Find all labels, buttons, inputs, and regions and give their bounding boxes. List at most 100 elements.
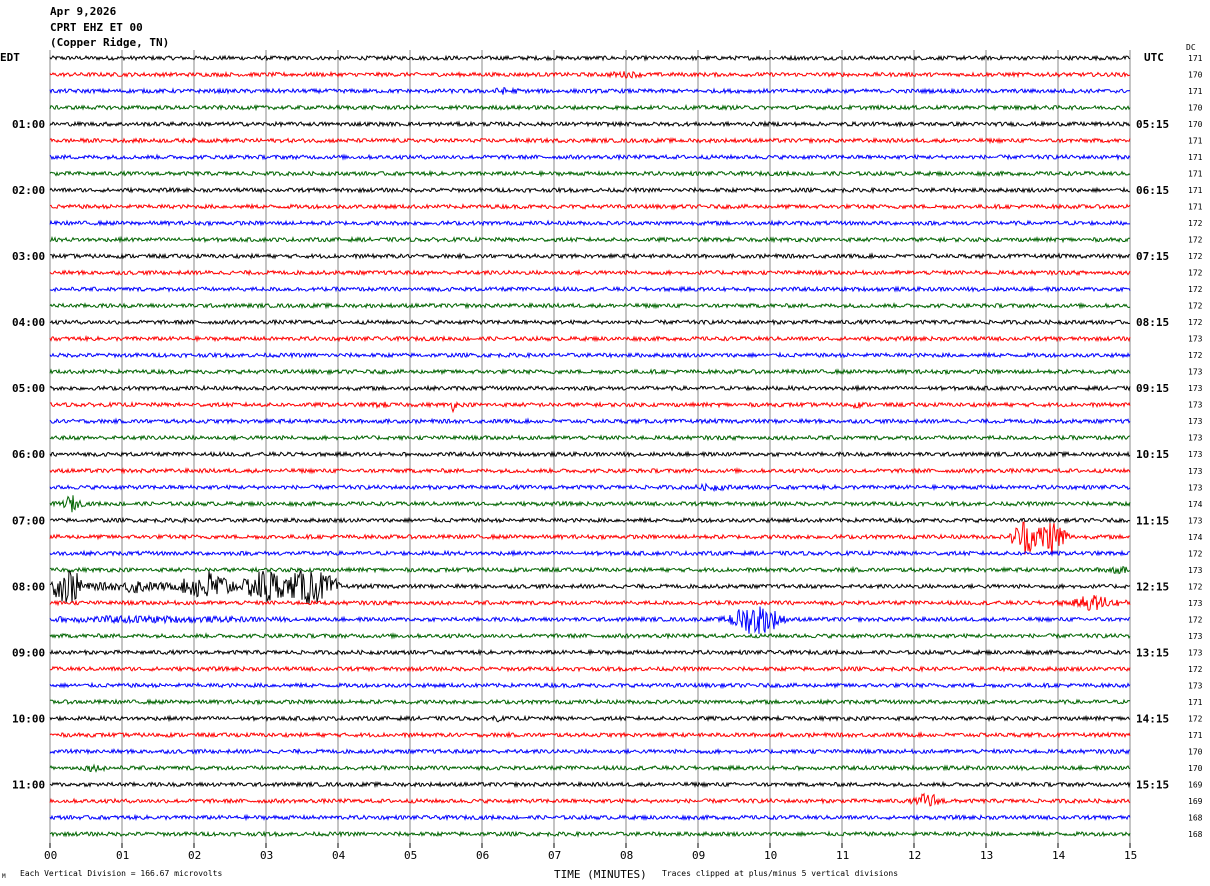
trace-row-20 (49, 384, 1131, 393)
x-tick-label: 15 (1124, 849, 1137, 862)
dc-offset-value: 172 (1188, 219, 1203, 228)
trace-row-6 (49, 153, 1131, 161)
dc-offset-value: 173 (1188, 632, 1203, 641)
trace-row-42 (49, 747, 1131, 756)
plot-date: Apr 9,2026 (50, 5, 117, 18)
utc-hour-label: 10:15 (1136, 448, 1169, 461)
x-tick-label: 11 (836, 849, 849, 862)
utc-hour-label: 13:15 (1136, 646, 1169, 659)
dc-offset-value: 171 (1188, 54, 1203, 63)
trace-row-5 (49, 136, 1131, 145)
dc-offset-value: 173 (1188, 368, 1203, 377)
trace-row-3 (49, 103, 1131, 112)
trace-row-14 (49, 285, 1131, 293)
trace-row-8 (49, 186, 1130, 194)
trace-row-30 (49, 549, 1130, 558)
dc-offset-value: 172 (1188, 318, 1203, 327)
trace-row-47 (49, 830, 1131, 838)
trace-row-17 (49, 334, 1131, 343)
dc-offset-value: 172 (1188, 351, 1203, 360)
trace-row-18 (49, 351, 1131, 360)
edt-hour-label: 02:00 (12, 184, 45, 197)
dc-offset-value: 171 (1188, 731, 1203, 740)
trace-row-29 (49, 521, 1131, 555)
x-tick-label: 03 (260, 849, 273, 862)
trace-row-10 (49, 219, 1131, 227)
scale-note: Each Vertical Division = 166.67 microvol… (20, 869, 222, 878)
edt-hour-label: 11:00 (12, 778, 45, 791)
dc-offset-value: 173 (1188, 434, 1203, 443)
trace-row-2 (49, 86, 1131, 95)
trace-row-31 (49, 565, 1131, 575)
trace-row-7 (49, 169, 1131, 178)
dc-offset-value: 172 (1188, 269, 1203, 278)
trace-row-32 (49, 569, 1131, 604)
x-tick-label: 01 (116, 849, 129, 862)
dc-offset-value: 171 (1188, 698, 1203, 707)
trace-row-33 (49, 594, 1131, 612)
utc-hour-label: 08:15 (1136, 316, 1169, 329)
trace-row-21 (49, 401, 1131, 414)
trace-row-39 (49, 698, 1131, 706)
dc-offset-value: 172 (1188, 285, 1203, 294)
dc-offset-value: 171 (1188, 203, 1203, 212)
dc-offset-value: 172 (1188, 582, 1203, 591)
dc-offset-value: 169 (1188, 780, 1203, 789)
dc-offset-value: 173 (1188, 681, 1203, 690)
edt-hour-label: 05:00 (12, 382, 45, 395)
dc-offset-value: 173 (1188, 384, 1203, 393)
trace-row-28 (49, 516, 1131, 525)
edt-hour-label: 01:00 (12, 118, 45, 131)
trace-row-19 (49, 368, 1131, 376)
dc-offset-value: 171 (1188, 170, 1203, 179)
x-tick-label: 10 (764, 849, 777, 862)
dc-offset-value: 173 (1188, 335, 1203, 344)
left-timezone-label: EDT (0, 51, 20, 64)
utc-hour-label: 12:15 (1136, 580, 1169, 593)
trace-row-40 (49, 714, 1131, 723)
clip-note: Traces clipped at plus/minus 5 vertical … (662, 869, 898, 878)
trace-row-34 (49, 606, 1131, 634)
dc-offset-value: 170 (1188, 764, 1203, 773)
trace-row-46 (49, 813, 1131, 822)
station-location: (Copper Ridge, TN) (50, 36, 169, 49)
utc-hour-label: 14:15 (1136, 712, 1169, 725)
dc-offset-value: 173 (1188, 566, 1203, 575)
trace-row-23 (49, 434, 1131, 442)
trace-row-38 (49, 681, 1131, 690)
dc-offset-value: 173 (1188, 516, 1203, 525)
corner-mark: M (2, 873, 6, 880)
edt-hour-label: 09:00 (12, 646, 45, 659)
dc-label: DC (1186, 43, 1196, 52)
trace-row-9 (49, 202, 1131, 211)
dc-offset-value: 173 (1188, 599, 1203, 608)
utc-hour-label: 06:15 (1136, 184, 1169, 197)
trace-row-12 (49, 252, 1131, 260)
dc-offset-value: 173 (1188, 450, 1203, 459)
x-tick-label: 08 (620, 849, 633, 862)
edt-hour-label: 07:00 (12, 514, 45, 527)
dc-offset-value: 173 (1188, 483, 1203, 492)
edt-hour-label: 10:00 (12, 712, 45, 725)
trace-row-44 (49, 780, 1131, 789)
dc-offset-value: 170 (1188, 747, 1203, 756)
dc-offset-value: 172 (1188, 549, 1203, 558)
dc-offset-value: 172 (1188, 236, 1203, 245)
dc-offset-value: 173 (1188, 401, 1203, 410)
dc-offset-value: 172 (1188, 252, 1203, 261)
utc-hour-label: 15:15 (1136, 778, 1169, 791)
trace-row-16 (49, 318, 1131, 326)
edt-hour-label: 03:00 (12, 250, 45, 263)
dc-offset-value: 170 (1188, 120, 1203, 129)
trace-row-0 (49, 54, 1131, 62)
trace-row-45 (49, 792, 1131, 807)
trace-row-37 (49, 665, 1131, 673)
edt-hour-label: 06:00 (12, 448, 45, 461)
x-axis-label: TIME (MINUTES) (554, 868, 647, 881)
trace-row-13 (49, 269, 1131, 277)
x-tick-label: 00 (44, 849, 57, 862)
x-tick-label: 12 (908, 849, 921, 862)
dc-offset-value: 174 (1188, 500, 1203, 509)
trace-row-26 (49, 482, 1131, 492)
